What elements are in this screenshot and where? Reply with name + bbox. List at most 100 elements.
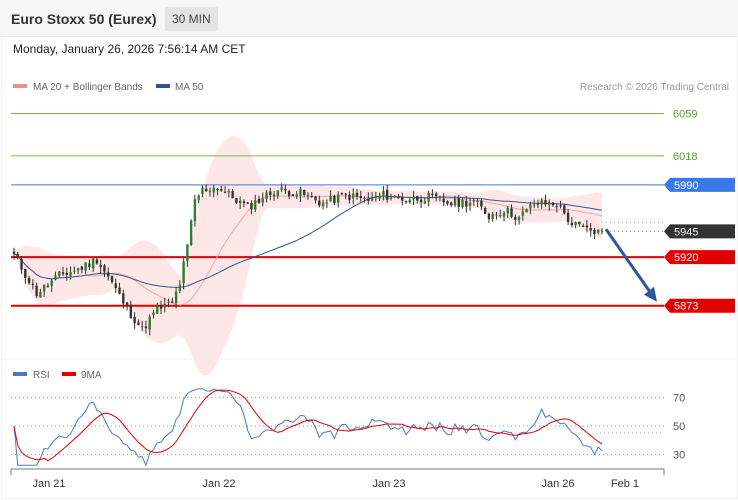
- candle-body: [148, 316, 151, 330]
- candle-body: [393, 195, 396, 197]
- candle-body: [461, 199, 464, 208]
- level-tag-5945: [664, 224, 735, 239]
- candle-body: [276, 190, 280, 196]
- candle-body: [404, 201, 408, 203]
- candle-body: [532, 204, 536, 206]
- legend-swatch-ma20: [13, 84, 27, 88]
- candle-body: [156, 305, 159, 314]
- x-tick-jan-22: Jan 22: [202, 478, 235, 490]
- candle-body: [559, 205, 562, 207]
- candle-body: [269, 191, 272, 196]
- candle-body: [506, 207, 509, 214]
- candle-body: [397, 197, 400, 199]
- candle-body: [442, 198, 445, 203]
- candle-body: [125, 302, 129, 306]
- timeframe-badge[interactable]: 30 MIN: [165, 7, 218, 31]
- candle-body: [76, 268, 80, 271]
- candle-body: [483, 207, 487, 214]
- candle-body: [24, 268, 27, 278]
- candle-body: [566, 212, 570, 222]
- candle-body: [189, 220, 193, 245]
- rsi-legend: RSI 9MA: [13, 370, 102, 381]
- credit-text: Research © 2026 Trading Central: [580, 82, 729, 93]
- candle-body: [31, 283, 35, 285]
- candle-body: [99, 264, 102, 267]
- candle-body: [174, 291, 178, 304]
- x-tick-jan-23: Jan 23: [372, 478, 405, 490]
- candle-body: [600, 230, 604, 232]
- candle-body: [58, 271, 61, 276]
- candle-body: [42, 284, 46, 292]
- candle-body: [476, 200, 479, 202]
- candle-body: [167, 302, 170, 304]
- candle-body: [555, 206, 558, 208]
- candle-body: [69, 272, 72, 276]
- candle-body: [242, 201, 246, 203]
- candle-body: [321, 202, 325, 207]
- candle-body: [246, 202, 249, 204]
- candle-body: [122, 293, 125, 304]
- candle-body: [434, 193, 438, 197]
- candle-body: [197, 195, 200, 201]
- candle-body: [325, 202, 329, 204]
- projection-head: [644, 286, 657, 302]
- candle-body: [548, 202, 551, 205]
- candle-body: [419, 199, 423, 203]
- candle-body: [95, 259, 99, 264]
- candle-body: [291, 194, 295, 197]
- candle-body: [529, 204, 532, 209]
- candle-body: [574, 222, 577, 225]
- candle-body: [563, 205, 566, 214]
- rsi-tick-50: 50: [673, 421, 685, 433]
- ma50-line: [13, 195, 603, 288]
- candle-body: [295, 194, 298, 197]
- main-legend: MA 20 + Bollinger Bands MA 50: [13, 82, 204, 93]
- candle-body: [499, 215, 502, 217]
- candle-body: [517, 216, 521, 221]
- candle-body: [46, 285, 50, 287]
- legend-label-rsi: RSI: [33, 370, 50, 381]
- candle-body: [551, 202, 555, 205]
- candle-body: [363, 198, 366, 200]
- x-axis: Jan 21 Jan 22 Jan 23 Jan 26 Feb 1: [10, 468, 665, 490]
- candle-body: [502, 212, 506, 217]
- candle-body: [272, 194, 276, 196]
- candle-body: [340, 193, 344, 195]
- candle-body: [20, 259, 23, 270]
- candle-body: [453, 198, 457, 206]
- candle-body: [355, 192, 359, 197]
- candle-body: [257, 199, 261, 203]
- candle-body: [359, 195, 362, 199]
- x-tick-feb-1: Feb 1: [611, 478, 639, 490]
- level-label-5920: 5920: [674, 252, 698, 264]
- candle-body: [514, 217, 517, 220]
- candle-body: [306, 194, 310, 197]
- x-tick-jan-21: Jan 21: [32, 478, 65, 490]
- bollinger-band: [14, 135, 602, 376]
- candle-body: [163, 303, 166, 308]
- rsi-tick-30: 30: [673, 450, 685, 462]
- candle-body: [50, 280, 53, 286]
- level-label-6059: 6059: [673, 109, 697, 121]
- chart-header: Euro Stoxx 50 (Eurex) 30 MIN: [0, 0, 738, 37]
- candle-body: [65, 272, 68, 275]
- candle-body: [88, 263, 91, 267]
- candle-body: [103, 265, 106, 272]
- candle-body: [110, 275, 114, 283]
- candle-body: [544, 200, 547, 205]
- candle-body: [133, 316, 136, 324]
- candle-body: [107, 272, 110, 277]
- legend-swatch-9ma: [62, 372, 76, 376]
- candle-body: [367, 198, 370, 201]
- candle-body: [39, 291, 42, 298]
- candle-body: [585, 225, 589, 228]
- candle-body: [333, 195, 336, 204]
- x-tick-jan-26: Jan 26: [541, 478, 574, 490]
- candle-body: [401, 196, 404, 201]
- candle-body: [182, 261, 185, 284]
- candle-body: [299, 188, 302, 196]
- candle-body: [450, 202, 453, 206]
- candle-body: [521, 211, 525, 216]
- projection-arrow: [604, 228, 657, 302]
